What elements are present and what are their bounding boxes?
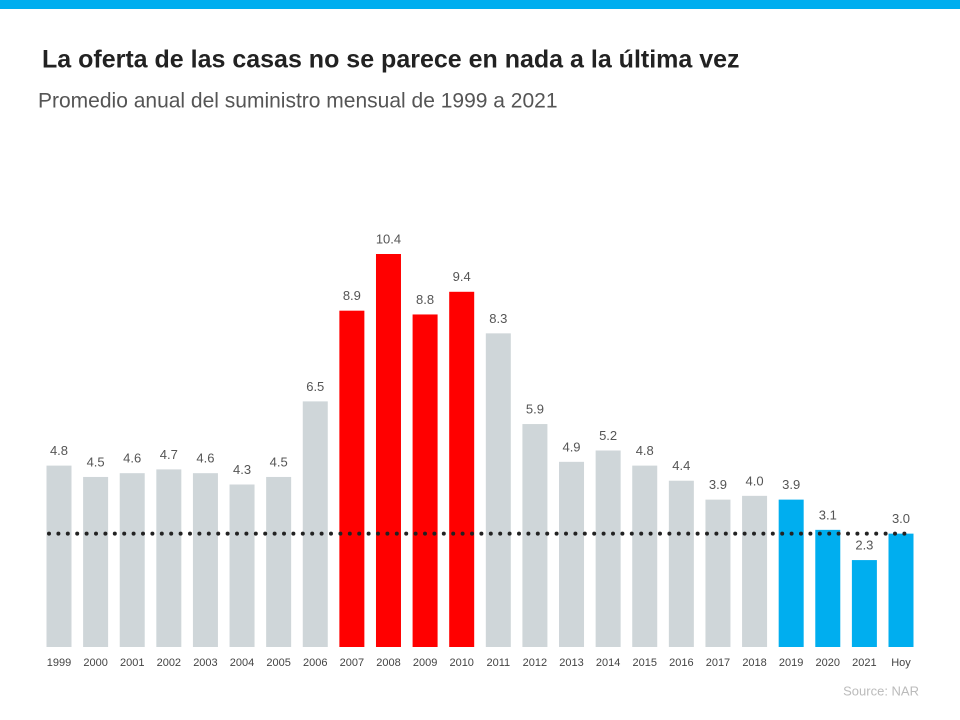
bar — [83, 476, 109, 647]
source: Source: NAR — [843, 683, 919, 698]
x-tick-label: 2015 — [632, 657, 656, 669]
value-label: 3.9 — [709, 477, 727, 492]
bar — [156, 469, 182, 647]
bar — [412, 314, 438, 647]
bar — [119, 473, 145, 647]
value-label: 4.8 — [50, 443, 68, 458]
x-tick-label: 2010 — [449, 657, 473, 669]
value-label: 4.6 — [123, 451, 141, 466]
bar — [192, 473, 218, 647]
bar — [375, 254, 401, 647]
x-tick-label: 2009 — [413, 657, 437, 669]
x-tick-label: 2008 — [376, 657, 400, 669]
chart-subtitle: Promedio anual del suministro mensual de… — [38, 90, 558, 113]
value-label: 4.0 — [746, 473, 764, 488]
value-label: 4.8 — [636, 443, 654, 458]
x-tick-label: 2013 — [559, 657, 583, 669]
x-tick-label: 2014 — [596, 657, 620, 669]
bar — [46, 465, 72, 647]
x-tick-label: 2005 — [266, 657, 290, 669]
bar — [778, 499, 804, 647]
value-label: 8.3 — [489, 311, 507, 326]
x-tick-label: 2017 — [706, 657, 730, 669]
value-label: 5.9 — [526, 401, 544, 416]
bar — [705, 499, 731, 647]
value-label: 4.4 — [672, 458, 690, 473]
bar — [339, 310, 365, 647]
x-tick-label: 2012 — [523, 657, 547, 669]
x-tick-label: 2006 — [303, 657, 327, 669]
x-tick-label: 2011 — [486, 657, 510, 669]
value-label: 3.9 — [782, 477, 800, 492]
value-label: 8.9 — [343, 288, 361, 303]
value-label: 8.8 — [416, 292, 434, 307]
bar — [449, 291, 475, 647]
value-label: 3.1 — [819, 507, 837, 522]
x-tick-label: 2004 — [230, 657, 254, 669]
bar — [485, 333, 511, 647]
x-tick-label: 2007 — [340, 657, 364, 669]
bar — [559, 461, 585, 647]
bar — [632, 465, 658, 647]
x-tick-label: 2002 — [157, 657, 181, 669]
value-label: 4.3 — [233, 462, 251, 477]
x-tick-label: 2021 — [852, 657, 876, 669]
bar — [522, 424, 548, 647]
value-label: 5.2 — [599, 428, 617, 443]
x-tick-label: 2000 — [83, 657, 107, 669]
x-tick-label: 2003 — [193, 657, 217, 669]
bar — [888, 533, 914, 647]
value-label: 9.4 — [453, 269, 471, 284]
x-tick-label: 2016 — [669, 657, 693, 669]
x-tick-label: 2001 — [120, 657, 144, 669]
top-strip — [0, 0, 960, 9]
value-label: 6.5 — [306, 379, 324, 394]
bar — [742, 495, 768, 647]
bar — [595, 450, 621, 647]
x-tick-label: 2019 — [779, 657, 803, 669]
bar — [815, 529, 841, 647]
bar — [302, 401, 328, 647]
value-label: 4.6 — [196, 451, 214, 466]
x-tick-label: 2018 — [742, 657, 766, 669]
value-label: 4.5 — [270, 454, 288, 469]
x-tick-label: Hoy — [891, 657, 911, 669]
x-tick-label: 1999 — [47, 657, 71, 669]
value-label: 10.4 — [376, 231, 401, 246]
value-label: 3.0 — [892, 511, 910, 526]
x-tick-label: 2020 — [816, 657, 840, 669]
value-label: 2.3 — [855, 538, 873, 553]
value-label: 4.5 — [87, 454, 105, 469]
chart-title: La oferta de las casas no se parece en n… — [42, 46, 740, 74]
value-label: 4.7 — [160, 447, 178, 462]
value-label: 4.9 — [562, 439, 580, 454]
bar — [851, 560, 877, 647]
bar — [668, 480, 694, 647]
bar — [266, 476, 292, 647]
bar — [229, 484, 255, 647]
